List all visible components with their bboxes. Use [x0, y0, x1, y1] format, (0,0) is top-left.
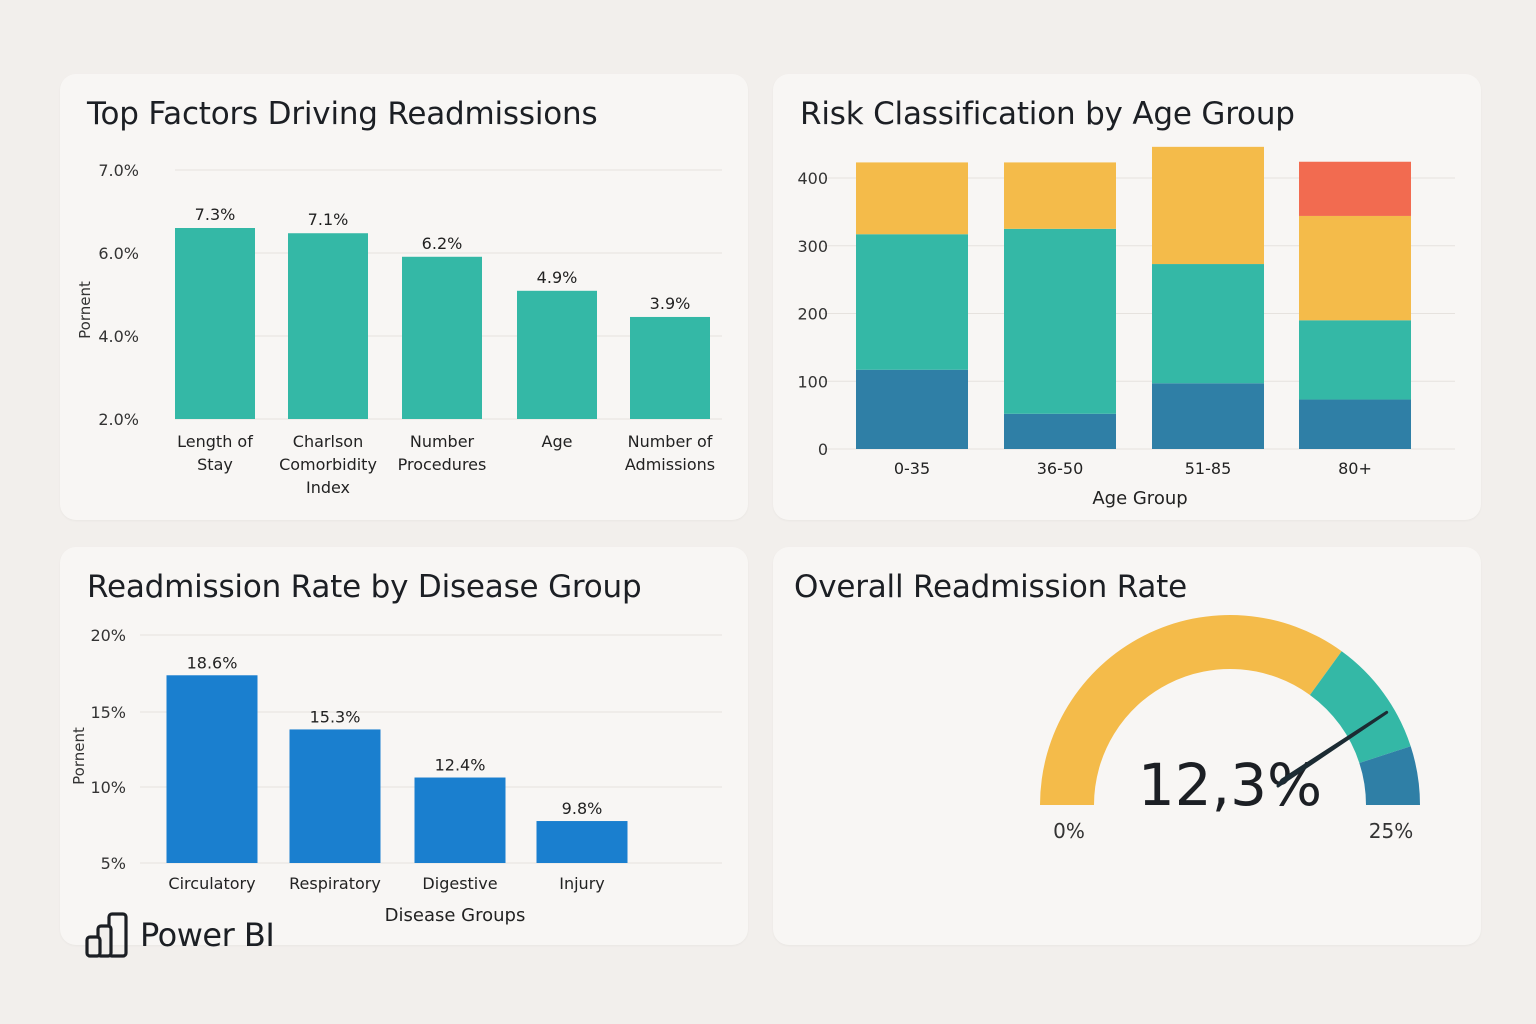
risk-by-age-chart: 0 100 200 300 400 0-35 36-50 51-85 80+ Age Group — [797, 146, 1455, 509]
overall-rate-gauge: 12,3% 0% 25% — [1040, 615, 1420, 843]
y-tick-label: 300 — [797, 237, 828, 256]
stacked-bar-segment — [1299, 399, 1411, 449]
x-tick-label: Number — [410, 432, 475, 451]
data-label: 12.4% — [435, 756, 486, 775]
gauge-value-label: 12,3% — [1138, 751, 1322, 819]
x-tick-label: Charlson — [293, 432, 363, 451]
x-tick-label: 80+ — [1338, 459, 1372, 478]
data-label: 4.9% — [537, 268, 578, 287]
gauge-min-label: 0% — [1053, 819, 1085, 843]
x-tick-label: Age — [542, 432, 573, 451]
gauge-max-label: 25% — [1369, 819, 1413, 843]
stacked-bar-segment — [1299, 215, 1411, 321]
stacked-bar-segment — [1299, 161, 1411, 216]
x-axis-label: Age Group — [1092, 488, 1187, 509]
stacked-bar-segment — [1004, 228, 1116, 414]
y-tick-label: 15% — [90, 703, 126, 722]
x-tick-label: Respiratory — [289, 874, 381, 893]
top-factors-card: Top Factors Driving Readmissions 2.0% 4.0… — [60, 74, 748, 520]
gauge-band — [1309, 651, 1411, 763]
data-label: 7.1% — [308, 210, 349, 229]
power-bi-logo-icon — [85, 912, 128, 958]
x-tick-label: Length of — [177, 432, 253, 451]
x-tick-label: Circulatory — [168, 874, 255, 893]
bar — [289, 729, 381, 863]
gauge-band — [1040, 615, 1342, 805]
x-tick-label: 36-50 — [1037, 459, 1084, 478]
bar — [517, 290, 597, 419]
data-label: 6.2% — [422, 234, 463, 253]
bar — [402, 256, 482, 419]
power-bi-branding: Power BI — [84, 910, 275, 960]
stacked-bar-segment — [856, 162, 968, 235]
bar — [630, 316, 710, 419]
y-tick-label: 0 — [818, 440, 828, 459]
top-factors-chart: 2.0% 4.0% 6.0% 7.0% Pornent 7.3% Length of Stay… — [76, 161, 722, 497]
stacked-bar-segment — [1152, 146, 1264, 265]
stacked-bar-segment — [1004, 162, 1116, 229]
stacked-bar-segment — [1004, 413, 1116, 449]
x-tick-label: 0-35 — [894, 459, 930, 478]
disease-group-chart: 5% 10% 15% 20% Pornent 18.6% Circulatory 15.3% R… — [70, 626, 722, 926]
x-tick-label: Comorbidity — [279, 455, 377, 474]
x-tick-label: Number of — [628, 432, 713, 451]
y-tick-label: 7.0% — [98, 161, 139, 180]
data-label: 15.3% — [310, 707, 361, 726]
risk-by-age-card: Risk Classification by Age Group 0 100 200… — [773, 74, 1481, 520]
y-tick-label: 5% — [101, 854, 126, 873]
x-axis-label: Disease Groups — [385, 905, 526, 926]
power-bi-label: Power BI — [140, 916, 275, 954]
disease-group-card: Readmission Rate by Disease Group 5% 10% 1… — [60, 547, 748, 945]
y-tick-label: 20% — [90, 626, 126, 645]
gauge-needle — [1276, 710, 1389, 788]
overall-rate-card: Overall Readmission Rate 12,3% 0% 25% — [773, 547, 1481, 945]
y-tick-label: 100 — [797, 372, 828, 391]
data-label: 7.3% — [195, 205, 236, 224]
x-tick-label: 51-85 — [1185, 459, 1232, 478]
y-tick-label: 400 — [797, 169, 828, 188]
y-tick-label: 200 — [797, 305, 828, 324]
x-tick-label: Index — [306, 478, 350, 497]
gauge-band — [1359, 746, 1420, 805]
bar — [175, 228, 255, 419]
data-label: 18.6% — [187, 653, 238, 672]
stacked-bar-segment — [856, 369, 968, 449]
stacked-bar-segment — [1299, 320, 1411, 400]
x-tick-label: Admissions — [625, 455, 715, 474]
bar — [414, 777, 506, 863]
y-axis-label: Pornent — [76, 281, 94, 339]
bar — [166, 675, 258, 863]
x-tick-label: Digestive — [422, 874, 497, 893]
overall-rate-title: Overall Readmission Rate — [794, 569, 1188, 605]
y-tick-label: 10% — [90, 778, 126, 797]
stacked-bar-segment — [1152, 264, 1264, 384]
x-tick-label: Stay — [197, 455, 233, 474]
data-label: 9.8% — [562, 799, 603, 818]
bar — [536, 821, 628, 863]
risk-by-age-title: Risk Classification by Age Group — [800, 96, 1295, 132]
stacked-bar-segment — [856, 234, 968, 370]
y-tick-label: 4.0% — [98, 327, 139, 346]
stacked-bar-segment — [1152, 383, 1264, 449]
top-factors-title: Top Factors Driving Readmissions — [87, 96, 598, 132]
disease-group-title: Readmission Rate by Disease Group — [87, 569, 642, 605]
x-tick-label: Injury — [559, 874, 605, 893]
y-tick-label: 2.0% — [98, 410, 139, 429]
bar — [288, 233, 368, 419]
data-label: 3.9% — [650, 294, 691, 313]
x-tick-label: Procedures — [398, 455, 487, 474]
y-axis-label: Pornent — [70, 727, 88, 785]
y-tick-label: 6.0% — [98, 244, 139, 263]
